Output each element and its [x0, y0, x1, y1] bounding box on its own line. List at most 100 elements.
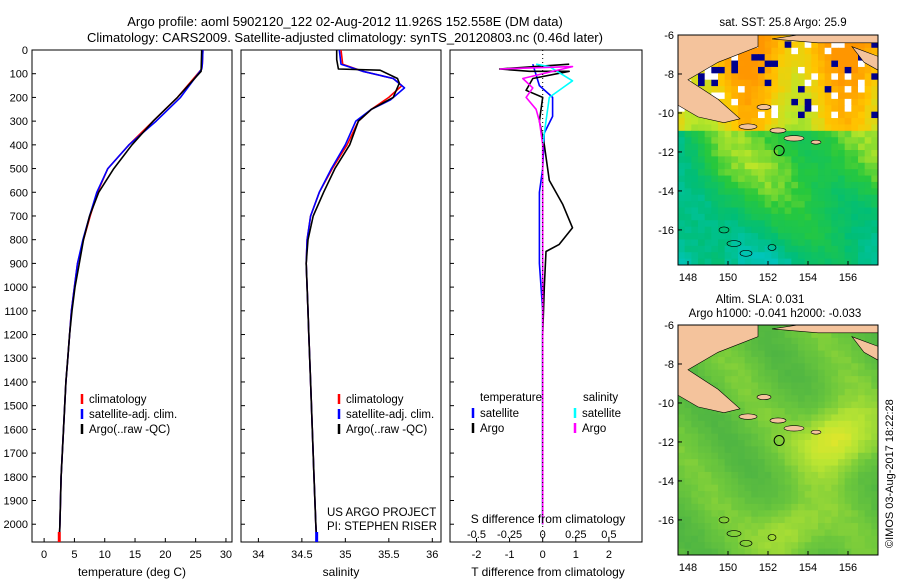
map-cell	[751, 156, 759, 164]
map-cell	[778, 433, 786, 441]
map-cell	[824, 491, 832, 499]
map-cell	[744, 471, 752, 479]
map-cell	[751, 175, 759, 183]
map-cell	[758, 440, 766, 447]
map-cell	[804, 478, 812, 486]
map-cell	[818, 92, 826, 100]
map-cell	[818, 356, 826, 364]
map-cell	[831, 118, 839, 126]
map-cell	[698, 175, 706, 183]
map-cell	[771, 194, 779, 202]
map-y-tick-label: -16	[658, 225, 674, 237]
map-cell	[771, 220, 779, 228]
map-cell	[838, 194, 846, 202]
map-cell	[784, 66, 792, 74]
map-cell	[811, 169, 819, 177]
map-cell	[764, 130, 772, 138]
temperature-lines	[57, 49, 204, 543]
map-cell	[844, 363, 852, 371]
map-cell	[704, 516, 712, 524]
map-cell	[811, 86, 819, 94]
map-cell	[751, 542, 759, 550]
map-cell	[691, 181, 699, 189]
map-cell	[824, 220, 832, 228]
map-cell	[724, 452, 732, 460]
map-cell	[784, 220, 792, 228]
map-cell	[784, 41, 792, 49]
map-cell	[824, 188, 832, 196]
map-cell	[731, 169, 739, 177]
map-cell	[838, 156, 846, 164]
map-cell	[804, 427, 812, 435]
map-cell	[771, 337, 779, 345]
map-cell	[678, 491, 686, 499]
map-cell	[864, 478, 872, 486]
map-cell	[731, 213, 739, 221]
map-cell	[864, 363, 872, 371]
map-cell	[758, 401, 766, 409]
map-cell	[724, 66, 732, 74]
map-cell	[804, 440, 812, 447]
map-cell	[751, 510, 759, 518]
map-cell	[791, 529, 799, 537]
map-cell	[844, 344, 852, 352]
map-cell	[784, 529, 792, 537]
map-cell	[684, 535, 692, 543]
map-cell	[698, 73, 706, 81]
map-cell	[718, 471, 726, 479]
map-cell	[804, 220, 812, 228]
land-solomon-islands	[851, 46, 878, 71]
map-cell	[751, 523, 759, 531]
map-cell	[731, 181, 739, 189]
map-cell	[871, 535, 878, 543]
map-cell	[731, 60, 739, 68]
map-cell	[711, 408, 719, 416]
map-cell	[751, 350, 759, 358]
map-cell	[831, 510, 839, 518]
map-cell	[684, 484, 692, 492]
map-cell	[844, 194, 852, 202]
map-cell	[731, 503, 739, 511]
map-cell	[838, 111, 846, 119]
map-cell	[731, 529, 739, 537]
map-cell	[738, 239, 746, 247]
map-cell	[751, 150, 759, 157]
map-cell	[864, 239, 872, 247]
land-island	[756, 104, 772, 110]
map-cell	[811, 497, 819, 505]
map-cell	[744, 105, 752, 113]
map-cell	[711, 169, 719, 177]
legend-label: Argo(..raw -QC)	[89, 424, 170, 436]
map-y-tick-label: -12	[658, 147, 674, 159]
map-cell	[778, 252, 786, 260]
map-cell	[798, 471, 806, 479]
map-cell	[864, 41, 872, 49]
map-cell	[811, 150, 819, 157]
map-cell	[858, 41, 866, 49]
map-cell	[698, 213, 706, 221]
map-cell	[771, 523, 779, 531]
map-cell	[844, 542, 852, 550]
x-tick-label: 35	[339, 549, 351, 561]
map-cell	[771, 73, 779, 81]
map-cell	[858, 356, 866, 364]
map-cell	[711, 245, 719, 253]
map-cell	[744, 60, 752, 68]
map-cell	[678, 194, 686, 202]
map-cell	[704, 465, 712, 473]
map-cell	[731, 516, 739, 524]
map-cell	[791, 542, 799, 550]
map-cell	[718, 162, 726, 170]
map-y-tick-label: -14	[658, 186, 674, 198]
map-cell	[871, 258, 878, 265]
map-x-tick-label: 152	[759, 562, 777, 574]
map-cell	[791, 414, 799, 422]
map-cell	[844, 337, 852, 345]
map-cell	[851, 542, 859, 550]
map-cell	[718, 150, 726, 157]
land-island	[810, 139, 822, 145]
map-cell	[711, 491, 719, 499]
map-cell	[718, 446, 726, 454]
map-cell	[758, 516, 766, 524]
map-cell	[864, 130, 872, 138]
